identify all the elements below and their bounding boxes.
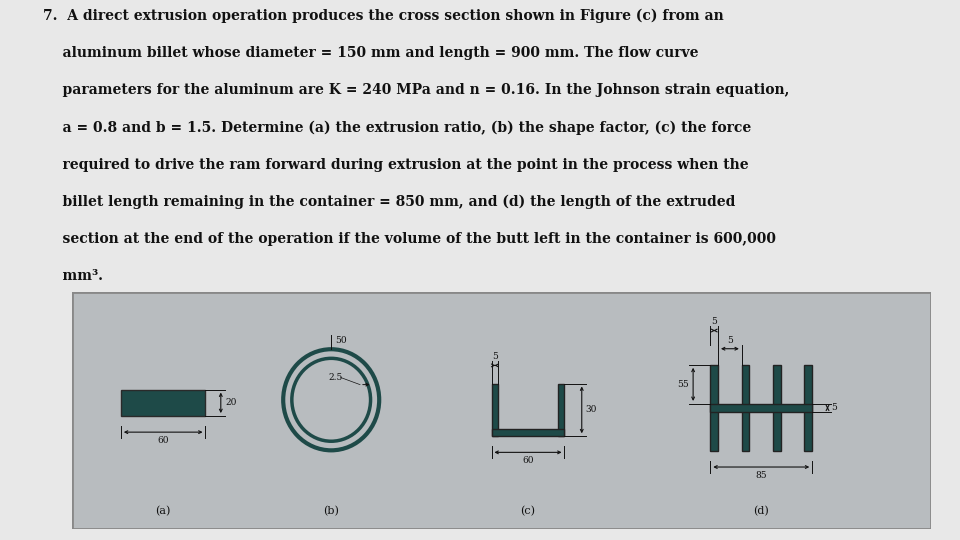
Text: 30: 30	[586, 406, 597, 414]
Text: 50: 50	[335, 336, 347, 345]
Text: (c): (c)	[520, 506, 536, 516]
Text: parameters for the aluminum are K = 240 MPa and n = 0.16. In the Johnson strain : parameters for the aluminum are K = 240 …	[43, 84, 789, 97]
Bar	[773, 365, 780, 451]
Text: 5: 5	[727, 336, 732, 345]
Bar	[710, 404, 812, 412]
Text: a = 0.8 and b = 1.5. Determine (a) the extrusion ratio, (b) the shape factor, (c: a = 0.8 and b = 1.5. Determine (a) the e…	[43, 120, 752, 135]
Bar	[804, 365, 812, 451]
Text: (a): (a)	[156, 506, 171, 516]
Text: 20: 20	[226, 399, 237, 407]
Text: (b): (b)	[324, 506, 339, 516]
Text: 5: 5	[711, 318, 717, 327]
Text: 5: 5	[831, 403, 837, 413]
Text: 7.  A direct extrusion operation produces the cross section shown in Figure (c) : 7. A direct extrusion operation produces…	[43, 9, 724, 23]
Text: section at the end of the operation if the volume of the butt left in the contai: section at the end of the operation if t…	[43, 232, 777, 246]
Bar	[710, 365, 718, 451]
Bar	[558, 383, 564, 436]
Text: 55: 55	[678, 380, 689, 389]
Text: 60: 60	[157, 436, 169, 445]
Text: 85: 85	[756, 471, 767, 480]
Text: 60: 60	[522, 456, 534, 465]
Text: 5: 5	[492, 353, 498, 361]
Bar	[121, 390, 205, 416]
Text: required to drive the ram forward during extrusion at the point in the process w: required to drive the ram forward during…	[43, 158, 749, 172]
Bar	[492, 383, 498, 436]
Text: mm³.: mm³.	[43, 269, 103, 284]
Bar	[492, 429, 564, 436]
Text: billet length remaining in the container = 850 mm, and (d) the length of the ext: billet length remaining in the container…	[43, 195, 735, 210]
Text: aluminum billet whose diameter = 150 mm and length = 900 mm. The flow curve: aluminum billet whose diameter = 150 mm …	[43, 46, 699, 60]
Bar	[742, 365, 750, 451]
Text: (d): (d)	[754, 506, 769, 516]
Text: 2.5: 2.5	[328, 373, 343, 382]
